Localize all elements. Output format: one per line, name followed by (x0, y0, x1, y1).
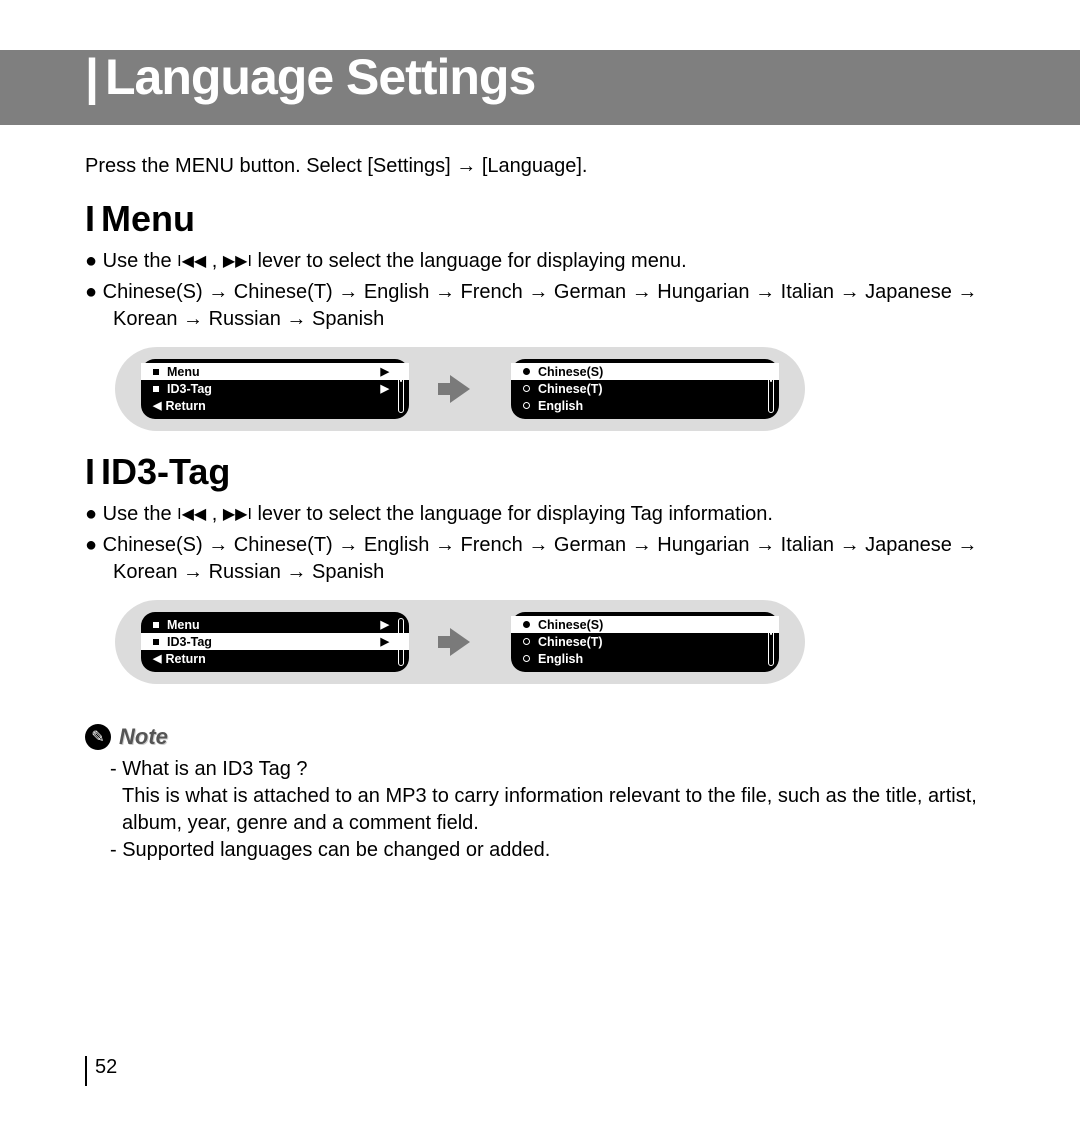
scrollbar (398, 365, 404, 413)
square-icon (153, 622, 159, 628)
next-icon: ▶▶I (223, 253, 252, 270)
scrollbar (768, 365, 774, 413)
arrow-right-icon (450, 628, 470, 656)
lcd-label: Menu (167, 365, 200, 379)
note-title: Note (119, 724, 168, 750)
triangle-icon: ▶ (381, 635, 389, 648)
arrow-right-icon (450, 375, 470, 403)
id3-line1-pre: Use the (103, 503, 177, 525)
lcd-row: Menu ▶ (153, 616, 399, 633)
menu-sequence: Chinese(S) → Chinese(T) → English → Fren… (113, 279, 1003, 333)
lcd-label: English (538, 652, 583, 666)
id3-sequence: Chinese(S) → Chinese(T) → English → Fren… (113, 532, 1003, 586)
lcd-label: Chinese(S) (538, 618, 603, 632)
page-header: | Language Settings (0, 50, 1080, 125)
heading-prefix-icon: I (85, 198, 95, 239)
lcd-row: Chinese(S) (511, 363, 779, 380)
square-icon (153, 386, 159, 392)
circle-icon (523, 402, 530, 409)
lcd-row: ID3-Tag ▶ (153, 380, 399, 397)
lcd-left-menu: Menu ▶ ID3-Tag ▶ ◀ Return (141, 359, 409, 419)
circle-icon (523, 385, 530, 392)
lcd-row: Chinese(T) (523, 380, 769, 397)
lcd-label: Chinese(T) (538, 382, 603, 396)
note-line-1: - What is an ID3 Tag ? (122, 756, 980, 783)
lcd-row: Chinese(S) (511, 616, 779, 633)
lcd-row: ◀ Return (153, 397, 399, 414)
triangle-icon: ▶ (381, 618, 389, 631)
circle-icon (523, 368, 530, 375)
lcd-row: English (523, 650, 769, 667)
section-id3-heading: IID3-Tag (85, 451, 1080, 493)
note-line-3: - Supported languages can be changed or … (122, 837, 980, 864)
square-icon (153, 639, 159, 645)
scrollbar-thumb (770, 621, 772, 635)
id3-instruction-1: Use the I◀◀ , ▶▶I lever to select the la… (113, 501, 1003, 528)
note-heading: ✎ Note (85, 724, 1080, 750)
menu-line1-pre: Use the (103, 250, 177, 272)
intro-text: Press the MENU button. Select [Settings]… (85, 155, 1080, 178)
circle-icon (523, 655, 530, 662)
lcd-label: English (538, 399, 583, 413)
circle-icon (523, 621, 530, 628)
lcd-row: English (523, 397, 769, 414)
section-id3: IID3-Tag Use the I◀◀ , ▶▶I lever to sele… (85, 451, 1080, 684)
page-title: Language Settings (105, 48, 535, 106)
note-line-2: This is what is attached to an MP3 to ca… (122, 783, 980, 837)
scrollbar (398, 618, 404, 666)
header-pipe: | (85, 48, 99, 106)
figure-menu: Menu ▶ ID3-Tag ▶ ◀ Return Chinese(S) Chines… (115, 347, 805, 431)
note-body: - What is an ID3 Tag ? This is what is a… (110, 756, 980, 864)
lcd-label: Return (165, 652, 205, 666)
lcd-row: ID3-Tag ▶ (141, 633, 409, 650)
scrollbar-thumb (400, 368, 402, 382)
circle-icon (523, 638, 530, 645)
triangle-icon: ▶ (381, 382, 389, 395)
scrollbar (768, 618, 774, 666)
section-menu: IMenu Use the I◀◀ , ▶▶I lever to select … (85, 198, 1080, 431)
lcd-label: ID3-Tag (167, 382, 212, 396)
lcd-row: Chinese(T) (523, 633, 769, 650)
lcd-right-id3: Chinese(S) Chinese(T) English (511, 612, 779, 672)
next-icon: ▶▶I (223, 506, 252, 523)
return-icon: ◀ (153, 652, 161, 665)
id3-line1-post: lever to select the language for display… (252, 503, 773, 525)
note-icon: ✎ (85, 724, 111, 750)
menu-instruction-1: Use the I◀◀ , ▶▶I lever to select the la… (113, 248, 1003, 275)
lcd-label: Chinese(T) (538, 635, 603, 649)
lcd-label: ID3-Tag (167, 635, 212, 649)
lcd-label: Menu (167, 618, 200, 632)
scrollbar-thumb (400, 636, 402, 650)
menu-line1-post: lever to select the language for display… (252, 250, 687, 272)
lcd-label: Chinese(S) (538, 365, 603, 379)
lcd-label: Return (165, 399, 205, 413)
heading-prefix-icon: I (85, 451, 95, 492)
prev-icon: I◀◀ (177, 506, 206, 523)
section-menu-heading: IMenu (85, 198, 1080, 240)
heading-id3-text: ID3-Tag (101, 451, 230, 492)
figure-id3: Menu ▶ ID3-Tag ▶ ◀ Return Chinese(S) Chines… (115, 600, 805, 684)
lcd-row: Menu ▶ (141, 363, 409, 380)
page-number: 52 (85, 1056, 117, 1086)
scrollbar-thumb (770, 368, 772, 382)
triangle-icon: ▶ (381, 365, 389, 378)
lcd-row: ◀ Return (153, 650, 399, 667)
page-number-value: 52 (85, 1056, 117, 1086)
lcd-left-id3: Menu ▶ ID3-Tag ▶ ◀ Return (141, 612, 409, 672)
lcd-right-menu: Chinese(S) Chinese(T) English (511, 359, 779, 419)
prev-icon: I◀◀ (177, 253, 206, 270)
heading-menu-text: Menu (101, 198, 195, 239)
square-icon (153, 369, 159, 375)
return-icon: ◀ (153, 399, 161, 412)
